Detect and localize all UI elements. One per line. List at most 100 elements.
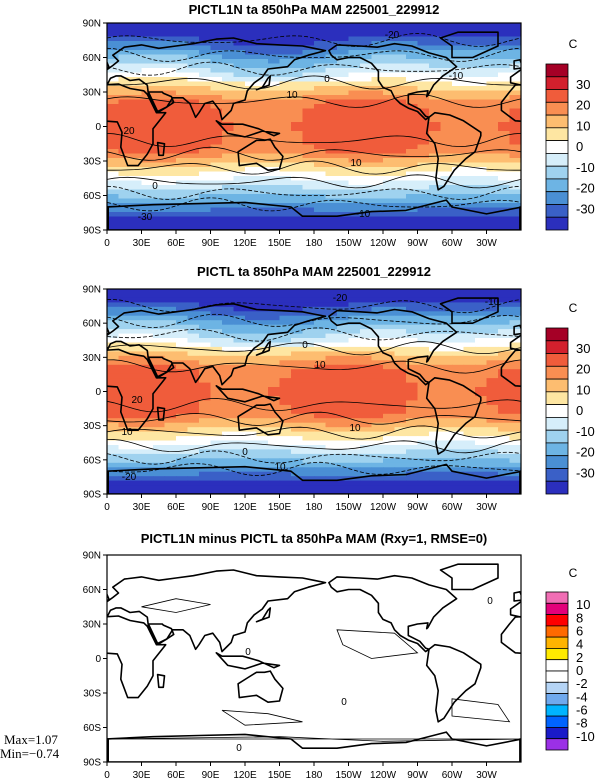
temperature-cell [141, 289, 154, 295]
colorbar-swatch [545, 715, 569, 728]
temperature-cell [325, 81, 338, 87]
temperature-cell [417, 180, 430, 186]
temperature-cell [348, 471, 361, 477]
temperature-cell [417, 485, 430, 491]
temperature-cell [164, 351, 177, 357]
temperature-cell [153, 467, 166, 473]
temperature-cell [337, 95, 350, 101]
temperature-cell [314, 387, 327, 393]
temperature-cell [233, 86, 246, 92]
temperature-cell [245, 180, 258, 186]
temperature-cell [498, 293, 511, 299]
temperature-cell [406, 382, 419, 388]
temperature-cell [394, 360, 407, 366]
temperature-cell [371, 104, 384, 110]
temperature-cell [291, 185, 304, 191]
temperature-cell [314, 171, 327, 177]
temperature-cell [383, 104, 396, 110]
temperature-cell [268, 413, 281, 419]
temperature-cell [210, 449, 223, 455]
temperature-cell [371, 302, 384, 308]
lon-tick-label: 150E [268, 770, 292, 781]
temperature-cell [325, 90, 338, 96]
temperature-cell [325, 77, 338, 83]
temperature-cell [325, 449, 338, 455]
isotherm [107, 461, 521, 477]
temperature-cell [199, 306, 212, 312]
temperature-cell [176, 387, 189, 393]
temperature-cell [130, 126, 143, 132]
temperature-cell [383, 440, 396, 446]
temperature-cell [107, 302, 120, 308]
temperature-cell [325, 189, 338, 195]
temperature-cell [279, 355, 292, 361]
temperature-cell [406, 351, 419, 357]
temperature-cell [118, 68, 131, 74]
temperature-cell [187, 302, 200, 308]
temperature-cell [486, 302, 499, 308]
temperature-cell [164, 68, 177, 74]
temperature-cell [107, 41, 120, 47]
temperature-cell [176, 144, 189, 150]
temperature-cell [279, 171, 292, 177]
temperature-cell [360, 373, 373, 379]
temperature-cell [348, 207, 361, 213]
temperature-cell [337, 404, 350, 410]
temperature-cell [268, 176, 281, 182]
temperature-cell [452, 207, 465, 213]
temperature-cell [164, 422, 177, 428]
temperature-cell [440, 338, 453, 344]
temperature-cell [417, 81, 430, 87]
temperature-cell [417, 387, 430, 393]
temperature-cell [107, 36, 120, 42]
temperature-cell [107, 225, 120, 230]
temperature-cell [452, 131, 465, 137]
temperature-cell [107, 99, 120, 105]
temperature-cell [210, 476, 223, 482]
temperature-cell [141, 122, 154, 128]
temperature-cell [302, 27, 315, 33]
temperature-cell [233, 355, 246, 361]
temperature-cell [187, 471, 200, 477]
temperature-cell [153, 297, 166, 303]
coastline [439, 563, 499, 591]
temperature-cell [371, 72, 384, 78]
temperature-cell [199, 23, 212, 29]
temperature-cell [383, 480, 396, 486]
temperature-cell [463, 373, 476, 379]
temperature-cell [406, 302, 419, 308]
temperature-cell [153, 77, 166, 83]
temperature-cell [233, 171, 246, 177]
isotherm [107, 439, 521, 454]
temperature-cell [337, 467, 350, 473]
temperature-cell [256, 427, 269, 433]
temperature-cell [360, 212, 373, 218]
temperature-cell [256, 485, 269, 491]
temperature-cell [141, 171, 154, 177]
temperature-cell [279, 207, 292, 213]
temperature-cell [314, 212, 327, 218]
temperature-cell [187, 391, 200, 397]
temperature-cell [475, 77, 488, 83]
temperature-cell [498, 346, 511, 352]
temperature-cell [256, 153, 269, 159]
temperature-cell [279, 158, 292, 164]
temperature-cell [475, 203, 488, 209]
temperature-cell [325, 378, 338, 384]
temperature-cell [118, 216, 131, 222]
temperature-cell [222, 198, 235, 204]
panel-1-contour-labels: -20 -10 0 10 20 10 0 -10 -30 [123, 30, 463, 223]
temperature-cell [509, 311, 521, 317]
temperature-cell [279, 72, 292, 78]
temperature-cell [394, 90, 407, 96]
coastline [156, 141, 166, 157]
temperature-cell [417, 320, 430, 326]
temperature-cell [475, 90, 488, 96]
temperature-cell [187, 355, 200, 361]
temperature-cell [164, 440, 177, 446]
temperature-cell [164, 471, 177, 477]
temperature-cell [291, 355, 304, 361]
temperature-cell [222, 162, 235, 168]
temperature-cell [475, 81, 488, 87]
temperature-cell [452, 311, 465, 317]
